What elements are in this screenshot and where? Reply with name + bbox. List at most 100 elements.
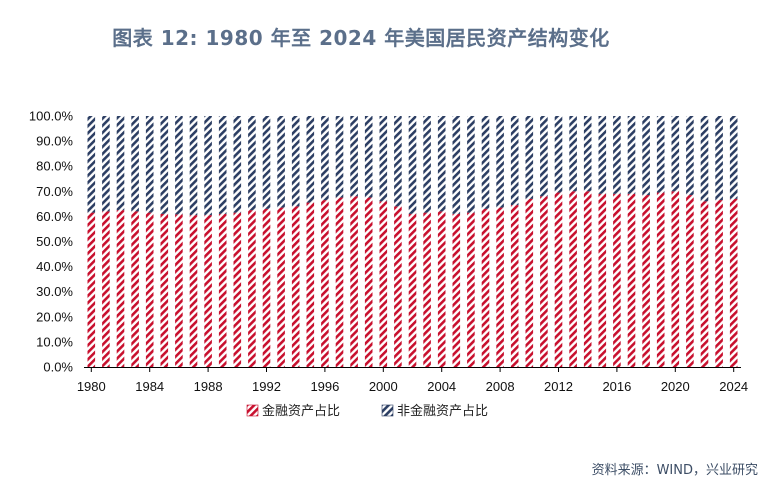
bar-non-financial-2003 — [423, 116, 431, 213]
bar-financial-1985 — [160, 213, 169, 367]
y-tick-label: 80.0% — [36, 159, 73, 174]
bar-non-financial-2019 — [656, 116, 665, 193]
bar-non-financial-2011 — [540, 116, 548, 197]
y-tick-label: 60.0% — [36, 209, 73, 224]
bar-financial-2018 — [642, 195, 650, 367]
y-axis: 0.0% 10.0% 20.0% 30.0% 40.0% 50.0% 60.0% 70.0% 8… — [29, 109, 74, 375]
bar-non-financial-2013 — [569, 116, 577, 192]
bar-non-financial-1984 — [145, 116, 154, 213]
y-tick-label: 20.0% — [36, 309, 73, 324]
bar-financial-2007 — [481, 208, 490, 367]
source-note: 资料来源：WIND，兴业研究 — [591, 463, 758, 478]
bar-non-financial-2001 — [394, 116, 402, 207]
chart-title: 图表 12: 1980 年至 2024 年美国居民资产结构变化 — [112, 26, 610, 50]
y-tick-label: 70.0% — [36, 184, 73, 199]
x-tick-label: 2008 — [486, 379, 515, 394]
x-tick-label: 2000 — [369, 379, 398, 394]
bar-non-financial-1992 — [262, 116, 271, 209]
bar-financial-1987 — [189, 215, 198, 367]
bar-non-financial-2023 — [715, 116, 723, 201]
bar-non-financial-1989 — [218, 116, 227, 214]
bar-financial-1997 — [335, 197, 344, 367]
bar-non-financial-2004 — [437, 116, 446, 212]
bar-non-financial-2006 — [467, 116, 475, 213]
bar-financial-1999 — [364, 197, 373, 367]
bar-financial-1992 — [262, 208, 271, 367]
bar-financial-2022 — [700, 201, 709, 367]
bar-non-financial-2017 — [627, 116, 636, 194]
bar-financial-2012 — [554, 192, 563, 367]
y-tick-label: 100.0% — [29, 109, 74, 124]
y-tick-label: 30.0% — [36, 284, 73, 299]
bar-non-financial-1980 — [87, 116, 96, 213]
bar-non-financial-2015 — [598, 116, 607, 194]
y-tick-label: 90.0% — [36, 134, 73, 149]
bar-non-financial-1981 — [102, 116, 110, 212]
x-tick-label: 1996 — [310, 379, 339, 394]
bar-financial-2000 — [379, 201, 388, 367]
bar-financial-1986 — [175, 214, 183, 367]
bar-non-financial-1987 — [189, 116, 198, 216]
bar-non-financial-1990 — [233, 116, 242, 213]
bar-financial-2003 — [423, 212, 431, 367]
x-tick-label: 2004 — [427, 379, 456, 394]
x-tick-label: 2024 — [719, 379, 748, 394]
x-axis: 1980 1984 1988 1992 1996 2000 2004 2008 2012 2016… — [77, 367, 748, 394]
bar-financial-2008 — [496, 207, 504, 367]
bar-non-financial-1982 — [116, 116, 125, 211]
bars-group — [87, 116, 738, 367]
bar-financial-1983 — [131, 211, 139, 367]
bar-financial-1998 — [350, 196, 358, 367]
bar-non-financial-1985 — [160, 116, 169, 214]
bar-non-financial-2007 — [481, 116, 490, 209]
bar-financial-1981 — [102, 211, 110, 367]
bar-financial-1982 — [116, 210, 125, 367]
bar-non-financial-1991 — [248, 116, 256, 211]
y-tick-label: 10.0% — [36, 334, 73, 349]
legend-swatch-non-financial — [381, 404, 394, 417]
y-tick-label: 50.0% — [36, 234, 73, 249]
bar-non-financial-1993 — [277, 116, 285, 208]
x-tick-label: 1988 — [194, 379, 223, 394]
bar-financial-1990 — [233, 212, 242, 367]
bar-financial-2020 — [671, 191, 680, 367]
x-tick-label: 2016 — [602, 379, 631, 394]
legend-swatch-financial — [246, 404, 259, 417]
bar-non-financial-1996 — [321, 116, 329, 201]
x-tick-label: 1992 — [252, 379, 281, 394]
bar-non-financial-2000 — [379, 116, 388, 202]
x-tick-label: 1984 — [135, 379, 164, 394]
bar-financial-1989 — [218, 213, 227, 367]
bar-non-financial-1995 — [306, 116, 315, 203]
bar-financial-2013 — [569, 191, 577, 367]
y-tick-label: 0.0% — [43, 360, 73, 375]
y-tick-label: 40.0% — [36, 259, 73, 274]
bar-financial-2024 — [729, 198, 738, 367]
bar-financial-2015 — [598, 193, 607, 367]
bar-non-financial-2012 — [554, 116, 563, 193]
bar-non-financial-1986 — [175, 116, 183, 215]
bar-financial-1984 — [145, 212, 154, 367]
bar-financial-1988 — [204, 215, 212, 367]
bar-non-financial-1988 — [204, 116, 212, 216]
bar-financial-1980 — [87, 212, 96, 367]
bar-non-financial-1983 — [131, 116, 139, 212]
bar-non-financial-2008 — [496, 116, 504, 208]
bar-financial-1996 — [321, 200, 329, 367]
bar-non-financial-2018 — [642, 116, 650, 196]
bar-non-financial-2002 — [408, 116, 417, 214]
bar-non-financial-2009 — [510, 116, 519, 206]
bar-financial-2009 — [510, 205, 519, 367]
x-tick-label: 2012 — [544, 379, 573, 394]
bar-non-financial-1999 — [364, 116, 373, 198]
bar-non-financial-2005 — [452, 116, 461, 214]
bar-non-financial-1994 — [291, 116, 300, 207]
bar-financial-2010 — [525, 198, 534, 367]
bar-non-financial-2021 — [686, 116, 694, 196]
bar-non-financial-2010 — [525, 116, 534, 199]
bar-financial-2016 — [613, 193, 621, 367]
bar-financial-2005 — [452, 213, 461, 367]
x-tick-label: 2020 — [661, 379, 690, 394]
bar-non-financial-2016 — [613, 116, 621, 194]
